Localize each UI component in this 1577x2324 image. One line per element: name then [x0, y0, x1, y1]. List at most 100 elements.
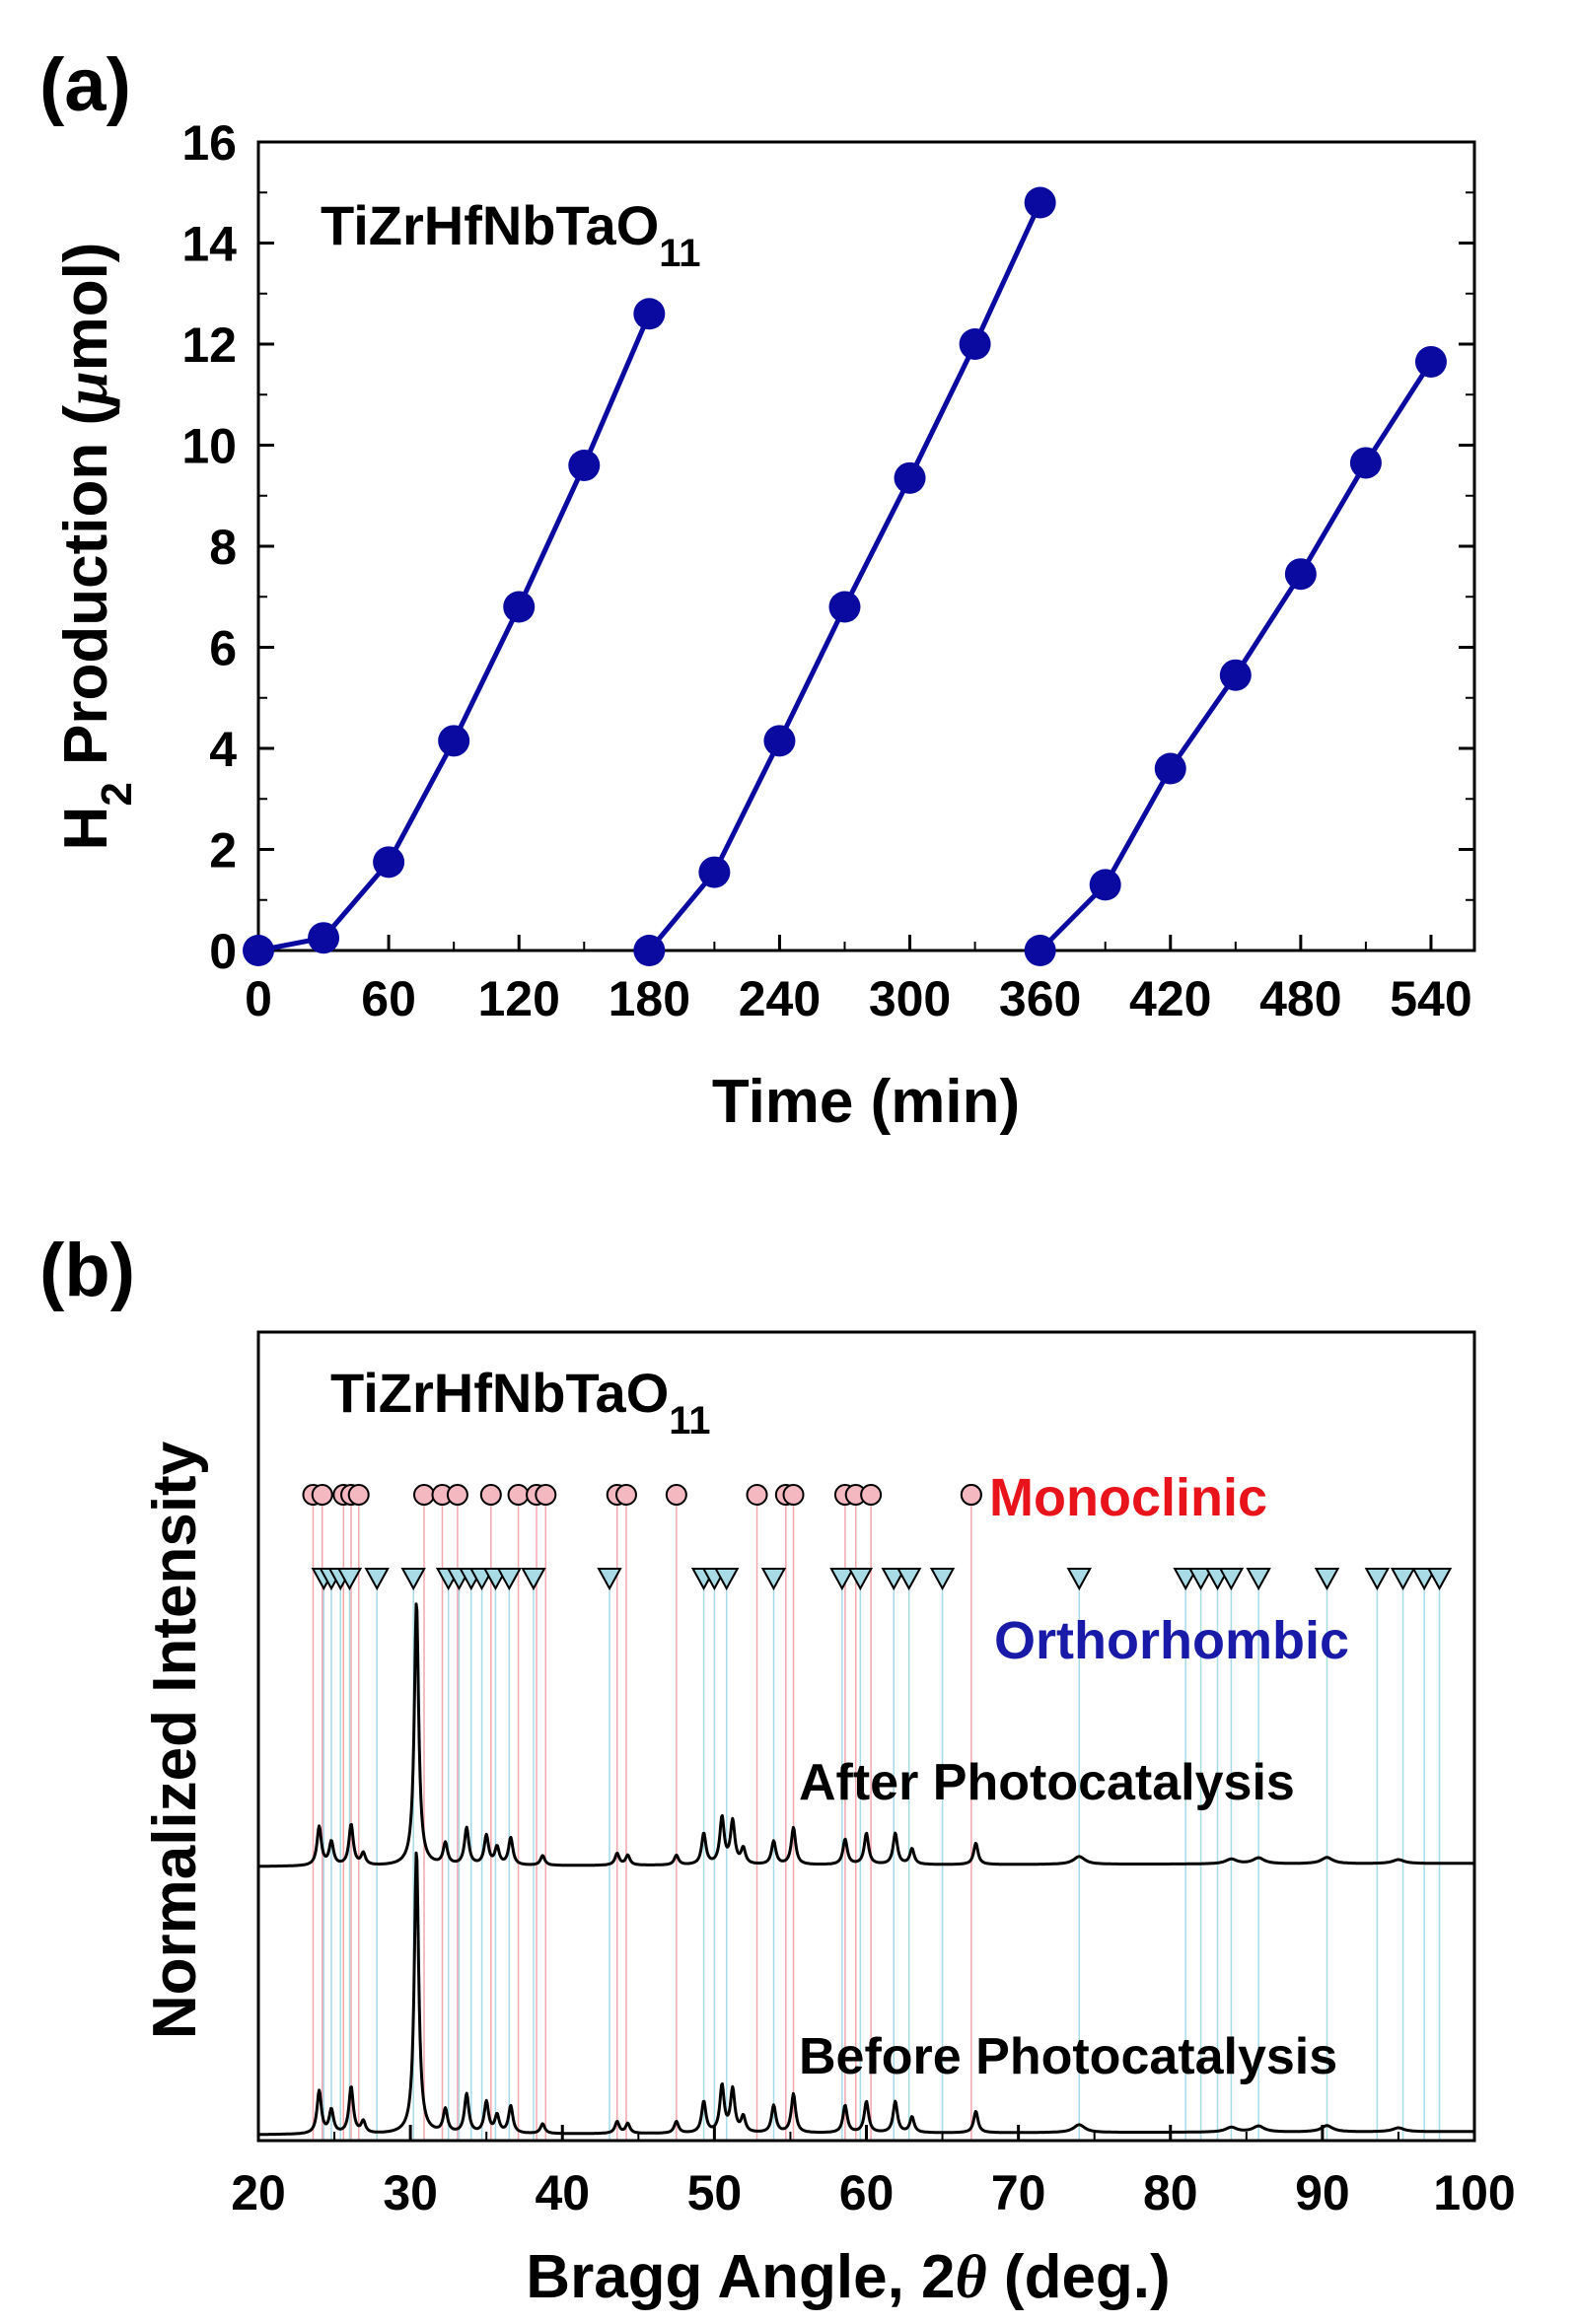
- trace-label-before: Before Photocatalysis: [799, 2028, 1337, 2085]
- orthorhombic-marker: [521, 1568, 546, 1591]
- x-tick-label: 100: [1433, 2165, 1515, 2220]
- orthorhombic-marker: [597, 1568, 622, 1591]
- panel-a-title: TiZrHfNbTaO11: [321, 194, 701, 275]
- orthorhombic-marker: [1218, 1568, 1245, 1591]
- panel-a-label: (a): [39, 43, 131, 127]
- x-tick-label: 30: [383, 2165, 438, 2220]
- monoclinic-marker: [746, 1484, 768, 1506]
- xrd-trace-before: [257, 1851, 1475, 2137]
- data-point: [503, 591, 536, 623]
- x-tick-label: 120: [477, 971, 559, 1026]
- monoclinic-marker: [412, 1484, 435, 1506]
- y-tick-label: 0: [209, 924, 237, 979]
- panel-b-label: (b): [39, 1229, 135, 1312]
- data-point: [438, 725, 470, 757]
- monoclinic-marker: [347, 1484, 370, 1506]
- data-point: [633, 935, 666, 966]
- x-tick-label: 50: [687, 2165, 743, 2220]
- orthorhombic-marker: [400, 1568, 426, 1591]
- panel-a: (a) TiZrHfNbTaO11 0 60 120 180 240 300 360 420 4…: [39, 43, 1476, 1136]
- panel-b-title: TiZrHfNbTaO11: [330, 1362, 711, 1443]
- panel-b-y-axis-title: Normalized Intensity: [141, 1441, 209, 2039]
- data-point: [633, 298, 666, 330]
- y-tick-label: 14: [181, 217, 237, 272]
- orthorhombic-marker: [364, 1568, 390, 1591]
- monoclinic-marker: [782, 1484, 805, 1506]
- trace-label-after: After Photocatalysis: [799, 1754, 1295, 1811]
- x-tick-label: 90: [1295, 2165, 1350, 2220]
- x-tick-label: 60: [839, 2165, 895, 2220]
- data-point: [1024, 186, 1056, 219]
- orthorhombic-marker: [1314, 1568, 1340, 1591]
- orthorhombic-marker: [336, 1568, 363, 1591]
- legend-monoclinic-marker: [960, 1484, 982, 1506]
- data-point: [568, 450, 601, 481]
- monoclinic-marker: [860, 1484, 883, 1506]
- monoclinic-marker: [507, 1484, 530, 1506]
- orthorhombic-marker: [1364, 1568, 1391, 1591]
- panel-b-reference-markers: [302, 1484, 1453, 1591]
- panel-a-x-tick-labels: 0 60 120 180 240 300 360 420 480 540: [245, 971, 1472, 1026]
- y-tick-label: 2: [209, 823, 237, 879]
- y-tick-label: 6: [209, 621, 237, 676]
- monoclinic-marker: [446, 1484, 468, 1506]
- monoclinic-marker: [665, 1484, 687, 1506]
- panel-b-traces: [257, 1602, 1475, 2137]
- orthorhombic-marker: [847, 1568, 874, 1591]
- legend-orthorhombic-label: Orthorhombic: [994, 1611, 1349, 1670]
- orthorhombic-marker: [1426, 1568, 1453, 1591]
- data-point: [1284, 558, 1317, 591]
- series-line-1: [257, 313, 652, 953]
- x-tick-label: 0: [245, 971, 272, 1026]
- orthorhombic-marker: [714, 1568, 740, 1591]
- x-tick-label: 300: [869, 971, 951, 1026]
- data-point: [373, 846, 405, 879]
- x-tick-label: 70: [991, 2165, 1046, 2220]
- orthorhombic-marker: [929, 1568, 956, 1591]
- x-tick-label: 420: [1129, 971, 1211, 1026]
- monoclinic-marker: [614, 1484, 637, 1506]
- panel-b: (b) TiZrHfNbTaO11 Monoclinic Orthorhombi…: [39, 1229, 1516, 2311]
- y-tick-label: 4: [209, 722, 237, 777]
- orthorhombic-marker: [1246, 1568, 1271, 1591]
- data-point: [308, 922, 340, 954]
- monoclinic-marker: [535, 1484, 557, 1506]
- x-tick-label: 20: [231, 2165, 286, 2220]
- data-point: [1024, 935, 1056, 966]
- y-tick-label: 12: [181, 317, 237, 373]
- orthorhombic-marker: [1066, 1568, 1092, 1591]
- panel-b-frame: [256, 1330, 1476, 2143]
- orthorhombic-marker: [1390, 1568, 1416, 1591]
- x-tick-label: 40: [535, 2165, 590, 2220]
- panel-b-x-tick-labels: 20 30 40 50 60 70 80 90 100: [231, 2165, 1516, 2220]
- orthorhombic-marker: [881, 1568, 906, 1591]
- orthorhombic-marker: [1411, 1568, 1437, 1591]
- series-line-2: [647, 201, 1042, 952]
- panel-a-x-axis-title: Time (min): [712, 1068, 1020, 1136]
- data-point: [1219, 659, 1252, 691]
- y-tick-label: 8: [209, 520, 237, 575]
- panel-a-series: [243, 186, 1447, 966]
- y-tick-label: 16: [181, 115, 237, 171]
- data-point: [698, 856, 731, 888]
- monoclinic-marker: [479, 1484, 502, 1506]
- x-tick-label: 240: [739, 971, 821, 1026]
- panel-a-y-tick-labels: 0 2 4 6 8 10 12 14 16: [181, 115, 237, 979]
- legend-monoclinic-label: Monoclinic: [989, 1468, 1267, 1527]
- panel-a-ticks: [256, 140, 1474, 952]
- xrd-trace-after: [257, 1602, 1475, 1868]
- x-tick-label: 60: [361, 971, 416, 1026]
- x-tick-label: 540: [1390, 971, 1471, 1026]
- y-tick-label: 10: [181, 419, 237, 474]
- data-point: [1414, 345, 1447, 378]
- panel-a-y-axis-title: H2 Production (μmol): [52, 243, 141, 851]
- orthorhombic-marker: [896, 1568, 922, 1591]
- x-tick-label: 480: [1259, 971, 1341, 1026]
- data-point: [959, 328, 991, 360]
- data-point: [763, 725, 796, 757]
- monoclinic-marker: [311, 1484, 333, 1506]
- orthorhombic-marker: [1187, 1568, 1214, 1591]
- orthorhombic-marker: [496, 1568, 522, 1591]
- panel-b-x-axis-title: Bragg Angle, 2θ (deg.): [526, 2243, 1170, 2311]
